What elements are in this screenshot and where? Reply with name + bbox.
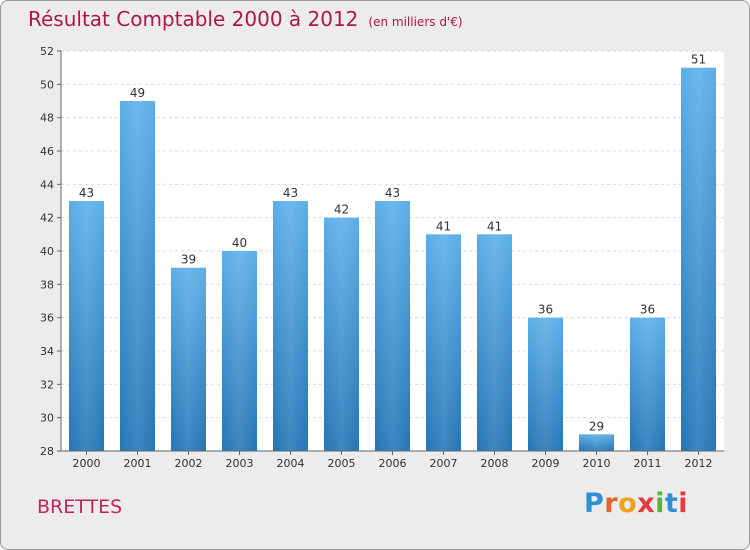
bar-shine xyxy=(222,251,257,451)
y-tick-label: 40 xyxy=(40,245,54,258)
y-tick-label: 34 xyxy=(40,345,54,358)
chart-unit: (en milliers d'€) xyxy=(368,15,463,29)
y-tick-label: 44 xyxy=(40,178,54,191)
data-label: 40 xyxy=(232,236,247,250)
x-tick-label: 2012 xyxy=(685,457,713,470)
x-tick-label: 2005 xyxy=(328,457,356,470)
y-tick-label: 32 xyxy=(40,378,54,391)
data-label: 36 xyxy=(640,303,655,317)
x-tick-label: 2004 xyxy=(277,457,305,470)
y-tick-label: 36 xyxy=(40,312,54,325)
bar-shine xyxy=(579,434,614,451)
x-tick-label: 2011 xyxy=(634,457,662,470)
data-label: 43 xyxy=(385,186,400,200)
data-label: 29 xyxy=(589,419,604,433)
x-tick-label: 2002 xyxy=(175,457,203,470)
data-label: 43 xyxy=(283,186,298,200)
bar-shine xyxy=(273,201,308,451)
logo-letter: t xyxy=(664,488,679,519)
data-label: 41 xyxy=(487,219,502,233)
x-tick-label: 2003 xyxy=(226,457,254,470)
y-tick-label: 42 xyxy=(40,212,54,225)
data-label: 49 xyxy=(130,86,145,100)
logo-letter: r xyxy=(604,488,619,519)
x-tick-label: 2008 xyxy=(481,457,509,470)
bar-shine xyxy=(69,201,104,451)
y-tick-label: 48 xyxy=(40,112,54,125)
x-tick-label: 2007 xyxy=(430,457,458,470)
y-tick-label: 50 xyxy=(40,78,54,91)
data-label: 42 xyxy=(334,203,349,217)
logo-letter: P xyxy=(584,488,605,519)
y-tick-label: 38 xyxy=(40,278,54,291)
commune-name: BRETTES xyxy=(37,496,123,518)
bar-shine xyxy=(477,234,512,451)
logo-letter: i xyxy=(655,488,665,519)
bar-shine xyxy=(375,201,410,451)
chart-title: Résultat Comptable 2000 à 2012 (en millie… xyxy=(28,7,463,31)
bar-shine xyxy=(324,217,359,451)
bar-shine xyxy=(171,267,206,451)
data-label: 51 xyxy=(691,53,706,67)
bar-shine xyxy=(426,234,461,451)
y-tick-label: 52 xyxy=(40,45,54,58)
bar-shine xyxy=(528,317,563,451)
y-tick-label: 30 xyxy=(40,412,54,425)
x-tick-label: 2001 xyxy=(124,457,152,470)
data-label: 39 xyxy=(181,253,196,267)
x-tick-label: 2006 xyxy=(379,457,407,470)
bar-shine xyxy=(630,317,665,451)
proxiti-logo: Proxiti xyxy=(584,488,688,519)
logo-letter: x xyxy=(637,488,656,519)
data-label: 36 xyxy=(538,303,553,317)
chart-title-main: Résultat Comptable 2000 à 2012 xyxy=(28,7,359,31)
bar-shine xyxy=(120,101,155,451)
y-tick-label: 46 xyxy=(40,145,54,158)
y-tick-label: 28 xyxy=(40,445,54,458)
logo-letter: o xyxy=(618,488,638,519)
data-label: 43 xyxy=(79,186,94,200)
logo-letter: i xyxy=(678,488,689,519)
x-tick-label: 2009 xyxy=(532,457,560,470)
data-label: 41 xyxy=(436,219,451,233)
x-tick-label: 2010 xyxy=(583,457,611,470)
bar-shine xyxy=(681,67,716,452)
x-tick-label: 2000 xyxy=(73,457,101,470)
